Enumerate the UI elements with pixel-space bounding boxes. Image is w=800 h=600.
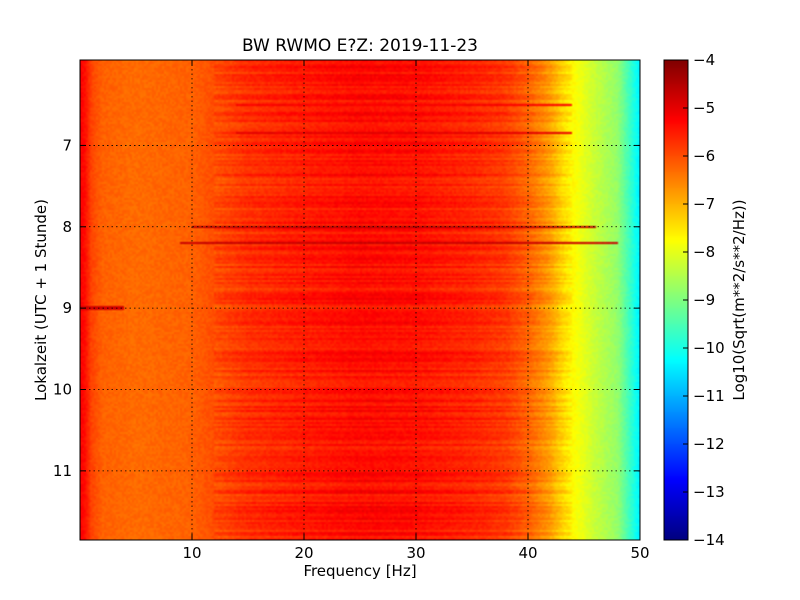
colorbar-tick: −12 (683, 435, 725, 453)
x-tick: 30 (406, 60, 426, 562)
x-axis-label: Frequency [Hz] (303, 562, 417, 580)
y-tick-label: 7 (62, 136, 72, 154)
y-tick: 10 (53, 380, 640, 398)
y-tick-label: 11 (53, 462, 72, 480)
x-tick: 50 (630, 60, 650, 562)
y-tick-label: 10 (53, 380, 72, 398)
y-tick-label: 9 (62, 299, 72, 317)
x-axis: 10 20 30 40 50 (182, 60, 650, 562)
grid-lines (80, 60, 640, 540)
x-tick: 40 (518, 60, 538, 562)
spectrogram-heatmap (80, 60, 640, 540)
colorbar-tick-label: −7 (693, 195, 715, 213)
x-tick: 20 (294, 60, 314, 562)
colorbar-tick: −9 (683, 291, 715, 309)
colorbar-tick: −8 (683, 243, 715, 261)
colorbar-tick: −6 (683, 147, 715, 165)
x-tick-label: 20 (294, 544, 313, 562)
y-tick: 9 (62, 299, 640, 317)
colorbar-tick: −13 (683, 483, 725, 501)
colorbar-tick-label: −14 (693, 531, 725, 549)
y-tick-label: 8 (62, 218, 72, 236)
x-tick-label: 40 (518, 544, 537, 562)
y-axis: 7 8 9 10 11 (53, 136, 640, 480)
colorbar-tick: −4 (683, 51, 715, 69)
x-tick-label: 30 (406, 544, 425, 562)
colorbar-tick-label: −8 (693, 243, 715, 261)
x-tick-label: 50 (630, 544, 649, 562)
colorbar-tick-label: −4 (693, 51, 715, 69)
x-tick: 10 (182, 60, 202, 562)
colorbar-tick: −7 (683, 195, 715, 213)
colorbar-tick-label: −12 (693, 435, 725, 453)
colorbar-label: Log10(Sqrt(m**2/s**2/Hz)) (730, 199, 748, 401)
colorbar-tick: −5 (683, 99, 715, 117)
colorbar-tick-label: −5 (693, 99, 715, 117)
y-tick: 7 (62, 136, 640, 154)
y-tick: 8 (62, 218, 640, 236)
colorbar-tick-label: −11 (693, 387, 725, 405)
chart-title: BW RWMO E?Z: 2019-11-23 (242, 36, 478, 56)
plot-frame (79, 59, 641, 541)
y-axis-label: Lokalzeit (UTC + 1 Stunde) (32, 199, 50, 401)
colorbar-tick-label: −10 (693, 339, 725, 357)
colorbar-tick: −11 (683, 387, 725, 405)
colorbar-tick: −14 (683, 531, 725, 549)
colorbar-tick: −10 (683, 339, 725, 357)
colorbar-tick-label: −9 (693, 291, 715, 309)
y-tick: 11 (53, 462, 640, 480)
colorbar-tick-label: −6 (693, 147, 715, 165)
colorbar-axis: −4 −5 −6 −7 −8 −9 −10 −11 −12 −13 −14 (683, 51, 725, 549)
x-tick-label: 10 (182, 544, 201, 562)
colorbar-tick-label: −13 (693, 483, 725, 501)
